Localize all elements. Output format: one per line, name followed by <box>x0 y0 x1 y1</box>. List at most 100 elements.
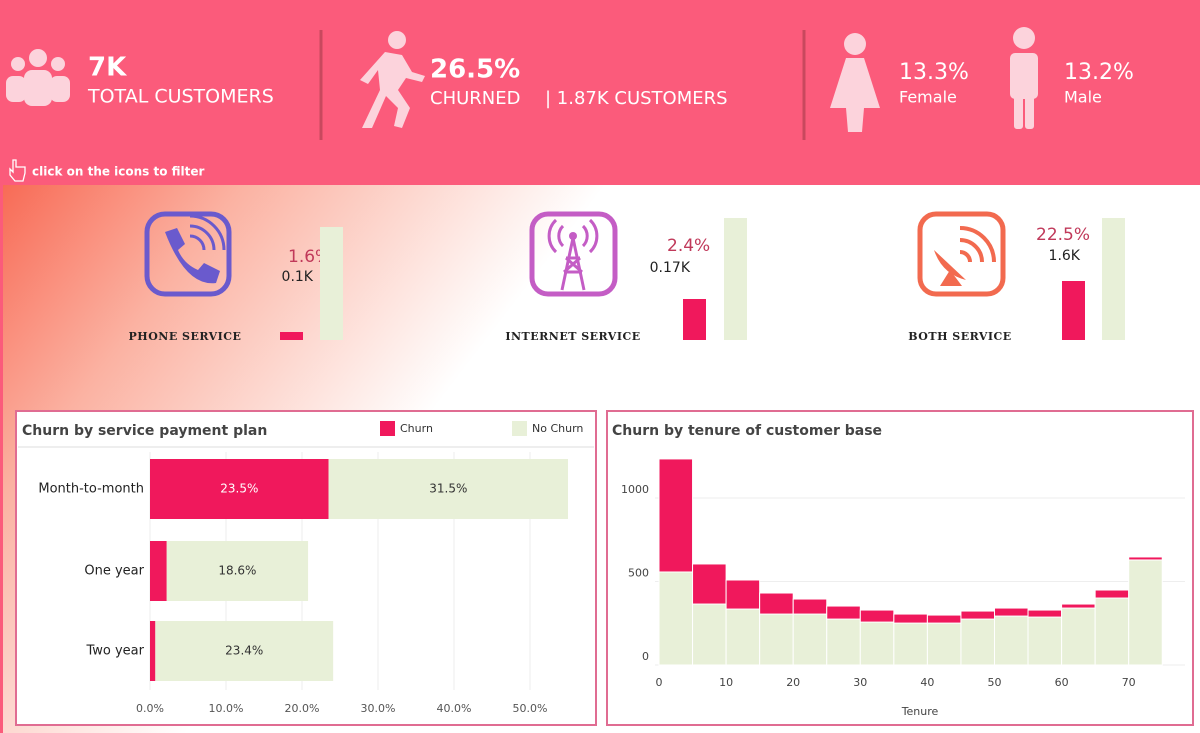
y-tick-label: 500 <box>628 567 649 580</box>
panel <box>606 410 1194 726</box>
value-label: 23.4% <box>225 644 263 658</box>
histogram-bar <box>1027 616 1063 666</box>
male-icon[interactable] <box>1010 27 1038 129</box>
service-count: 1.6K <box>1049 248 1081 264</box>
kpi-label: Male <box>1064 88 1102 107</box>
service-rate: 22.5% <box>1036 225 1090 245</box>
x-tick-label: 10 <box>719 676 733 689</box>
histogram-bar <box>792 598 828 615</box>
histogram-bar <box>1128 556 1163 561</box>
histogram-bar <box>759 592 794 615</box>
histogram-bar <box>1061 607 1096 666</box>
y-tick-label: 0 <box>642 650 649 663</box>
x-tick-label: 20.0% <box>285 702 320 715</box>
histogram-bar <box>692 563 727 605</box>
y-tick-label: One year <box>84 564 144 579</box>
left-border <box>0 185 3 733</box>
no-churn-bar <box>1102 218 1125 340</box>
service-label: PHONE SERVICE <box>129 330 242 343</box>
histogram-bar <box>826 605 861 620</box>
legend-swatch <box>512 421 527 436</box>
x-tick-label: 50.0% <box>513 702 548 715</box>
histogram-bar <box>725 579 761 610</box>
legend-swatch <box>380 421 395 436</box>
bar <box>166 541 309 601</box>
histogram-bar <box>859 609 895 623</box>
x-axis-label: Tenure <box>901 705 939 718</box>
bar <box>150 541 167 601</box>
bar <box>155 621 334 681</box>
kpi-label: CHURNED <box>430 88 520 109</box>
histogram-bar <box>994 607 1029 617</box>
y-tick-label: 1000 <box>621 483 649 496</box>
internet-service-icon[interactable] <box>529 211 618 297</box>
service-rate: 2.4% <box>667 236 710 256</box>
legend-label: No Churn <box>532 422 583 435</box>
service-count: 0.1K <box>282 269 314 285</box>
churn-icon[interactable] <box>360 31 425 128</box>
kpi-value: 26.5% <box>430 55 520 85</box>
service-label: BOTH SERVICE <box>908 330 1011 343</box>
kpi-value: 7K <box>88 53 127 83</box>
x-tick-label: 70 <box>1122 676 1136 689</box>
kpi-label: Female <box>899 88 957 107</box>
both-service-icon[interactable] <box>917 211 1006 297</box>
histogram-bar <box>859 621 895 666</box>
header-background <box>0 0 1200 185</box>
hint: click on the icons to filter <box>32 165 205 179</box>
customers-icon[interactable] <box>6 49 70 106</box>
y-tick-label: Two year <box>85 644 144 659</box>
histogram-bar <box>960 610 996 620</box>
x-tick-label: 60 <box>1055 676 1069 689</box>
histogram-bar <box>1061 603 1096 609</box>
histogram-bar <box>926 622 962 666</box>
kpi-value: 13.2% <box>1064 60 1134 85</box>
service-label: INTERNET SERVICE <box>505 330 640 343</box>
legend-label: Churn <box>400 422 433 435</box>
x-tick-label: 30.0% <box>361 702 396 715</box>
histogram-bar <box>926 614 962 624</box>
churn-bar <box>1062 281 1085 340</box>
histogram-bar <box>1027 609 1063 618</box>
histogram-bar <box>994 615 1029 666</box>
chart-title: Churn by tenure of customer base <box>612 423 882 439</box>
churn-bar <box>280 332 303 340</box>
x-tick-label: 40.0% <box>437 702 472 715</box>
x-tick-label: 30 <box>853 676 867 689</box>
x-tick-label: 0.0% <box>136 702 164 715</box>
no-churn-bar <box>724 218 747 340</box>
kpi-detail: | 1.87K CUSTOMERS <box>545 88 728 109</box>
kpi-value: 13.3% <box>899 60 969 85</box>
hint-icon <box>9 159 26 182</box>
histogram-bar <box>1094 597 1130 666</box>
phone-service-icon[interactable] <box>144 211 232 297</box>
no-churn-bar <box>320 227 343 340</box>
histogram-bar <box>792 613 828 666</box>
churn-bar <box>683 299 706 340</box>
value-label: 18.6% <box>218 564 256 578</box>
x-tick-label: 20 <box>786 676 800 689</box>
value-label: 31.5% <box>429 482 467 496</box>
histogram-bar <box>658 458 694 573</box>
x-tick-label: 10.0% <box>209 702 244 715</box>
histogram-bar <box>658 571 694 666</box>
histogram-bar <box>725 608 761 666</box>
histogram-bar <box>1094 589 1130 599</box>
histogram-bar <box>692 603 727 666</box>
female-icon[interactable] <box>830 33 880 132</box>
bar <box>328 459 568 519</box>
x-tick-label: 50 <box>988 676 1002 689</box>
x-tick-label: 40 <box>920 676 934 689</box>
histogram-bar <box>960 618 996 666</box>
y-tick-label: Month-to-month <box>38 482 144 497</box>
bar <box>150 621 156 681</box>
x-tick-label: 0 <box>656 676 663 689</box>
histogram-bar <box>893 613 928 624</box>
kpi-label: TOTAL CUSTOMERS <box>87 86 274 108</box>
bar <box>150 459 329 519</box>
chart-title: Churn by service payment plan <box>22 423 267 439</box>
value-label: 23.5% <box>220 482 258 496</box>
histogram-bar <box>1128 559 1163 666</box>
